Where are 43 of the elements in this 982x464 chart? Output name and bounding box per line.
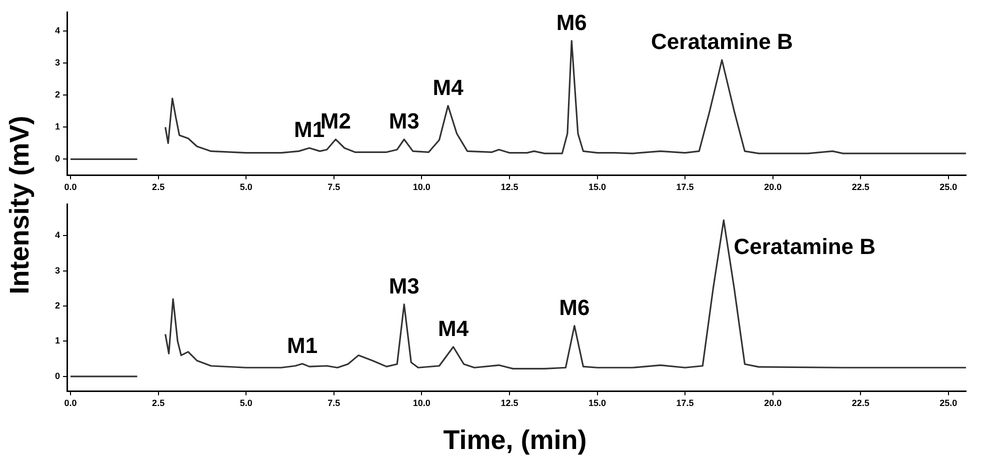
y-axis-title: Intensity (mV) (4, 116, 36, 294)
y-tick-label: 3 (54, 58, 60, 68)
y-tick-label: 0 (54, 154, 60, 164)
y-tick-label: 0 (54, 370, 60, 381)
y-tick-label: 3 (54, 265, 60, 276)
x-tick-label: 10.0 (412, 182, 430, 192)
y-tick-label: 2 (54, 300, 60, 311)
y-tick-label: 4 (54, 230, 60, 240)
annotation: M1 (287, 332, 318, 358)
x-tick-label: 12.5 (500, 398, 518, 408)
x-tick-label: 20.0 (764, 182, 782, 192)
annotation: M6 (556, 10, 587, 35)
x-tick-label: 0.0 (64, 182, 77, 192)
x-tick-label: 15.0 (588, 398, 606, 408)
annotation: Ceratamine B (651, 29, 793, 54)
x-tick-label: 12.5 (500, 182, 518, 192)
x-tick-label: 22.5 (852, 398, 870, 408)
annotation: M3 (388, 273, 420, 298)
x-tick-label: 20.0 (764, 398, 782, 408)
x-tick-label: 2.5 (152, 398, 165, 408)
y-tick-label: 4 (54, 26, 60, 36)
x-tick-label: 10.0 (412, 398, 430, 408)
x-tick-label: 17.5 (676, 398, 694, 408)
x-tick-label: 5.0 (240, 182, 252, 192)
y-tick-label: 1 (54, 122, 60, 132)
x-tick-label: 5.0 (240, 398, 252, 408)
x-tick-label: 7.5 (328, 398, 340, 408)
y-tick-label: 1 (54, 336, 60, 346)
annotation: M3 (388, 108, 420, 134)
x-axis-title: Time, (min) (443, 425, 587, 456)
x-tick-label: 2.5 (152, 182, 165, 192)
x-tick-label: 7.5 (328, 182, 340, 192)
y-tick-label: 2 (54, 90, 60, 100)
annotation: M4 (438, 316, 470, 341)
x-tick-label: 0.0 (64, 398, 77, 408)
x-tick-label: 22.5 (852, 182, 870, 192)
x-tick-label: 25.0 (940, 398, 958, 408)
x-tick-label: 25.0 (940, 182, 958, 192)
annotation: M6 (559, 294, 590, 320)
annotation: Ceratamine B (734, 234, 876, 260)
annotation: M4 (432, 74, 464, 100)
x-tick-label: 15.0 (588, 182, 606, 192)
x-tick-label: 17.5 (676, 182, 694, 192)
